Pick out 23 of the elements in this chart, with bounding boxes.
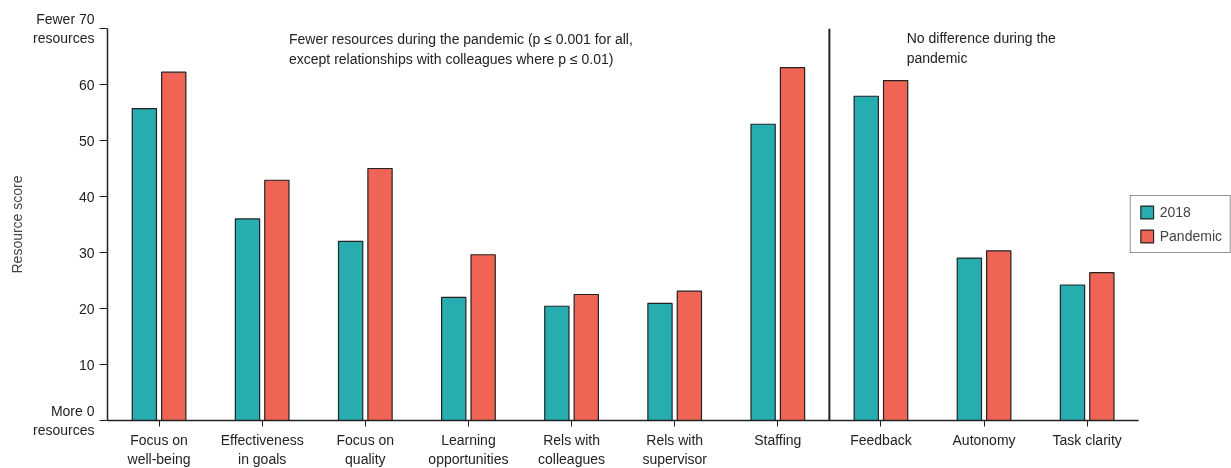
y-tick-label: 40: [78, 188, 95, 205]
x-tick-label: Autonomy: [952, 431, 1016, 448]
x-tick-label: Effectiveness in goals: [220, 431, 304, 467]
legend-label: Pandemic: [1159, 228, 1222, 244]
x-tick-label: Learning opportunities: [428, 431, 509, 467]
y-tick-label: 50: [78, 132, 95, 149]
y-tick-label: Fewer 70 resources: [33, 10, 95, 47]
x-tick-label: Feedback: [850, 431, 913, 448]
x-tick-label: Staffing: [754, 431, 802, 448]
y-tick-label: 20: [78, 300, 95, 317]
x-tick-label: Rels with supervisor: [642, 431, 708, 467]
y-tick-label: 60: [78, 76, 95, 93]
y-tick-label: 10: [78, 356, 95, 373]
y-tick-label: 30: [78, 244, 95, 261]
legend-label: 2018: [1159, 204, 1191, 220]
y-tick-label: More 0 resources: [33, 402, 95, 439]
x-tick-label: Rels with colleagues: [538, 431, 606, 467]
x-tick-label: Focus on quality: [336, 431, 395, 467]
x-tick-label: Focus on well-being: [126, 431, 191, 467]
y-axis-title: Resource score: [9, 175, 26, 274]
x-tick-label: Task clarity: [1052, 431, 1122, 448]
annotation: No difference during the pandemic: [906, 29, 1057, 67]
annotation: Fewer resources during the pandemic (p ≤ 0.001 for all, except relationships with colleagues where p ≤ 0.01): [289, 30, 633, 68]
